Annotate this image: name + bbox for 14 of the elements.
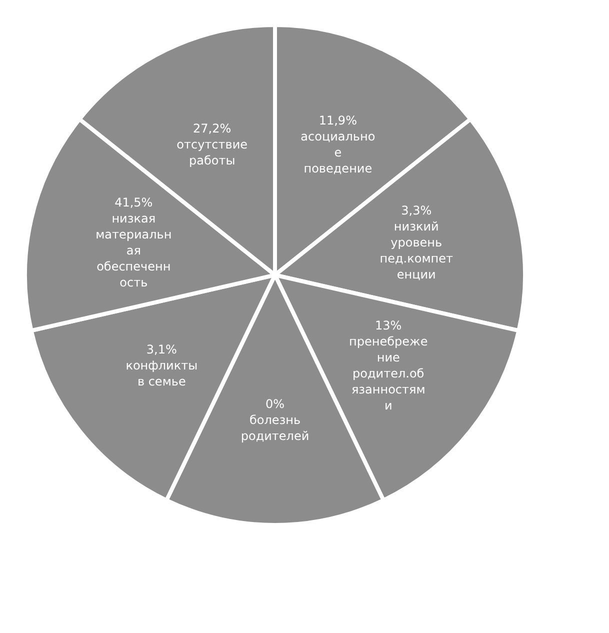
data-label: 11,9% <box>318 113 357 128</box>
data-label: 13% <box>375 318 402 332</box>
category-label: низкий уровень пед.компетенции <box>380 220 453 282</box>
data-label: 41,5% <box>114 196 153 210</box>
category-label: конфликты в семье <box>126 358 198 388</box>
data-label: 27,2% <box>193 121 232 136</box>
data-label: 0% <box>265 397 285 411</box>
category-label: низкая материальная обеспеченность <box>96 212 172 290</box>
category-label: асоциальное поведение <box>300 129 376 176</box>
category-label: отсутствие работы <box>176 137 248 168</box>
category-label: пренебрежение родител.обязанностями <box>349 334 428 412</box>
category-label: болезнь родителей <box>240 413 310 443</box>
data-label: 3,3% <box>401 204 432 218</box>
data-label: 3,1% <box>146 342 177 356</box>
